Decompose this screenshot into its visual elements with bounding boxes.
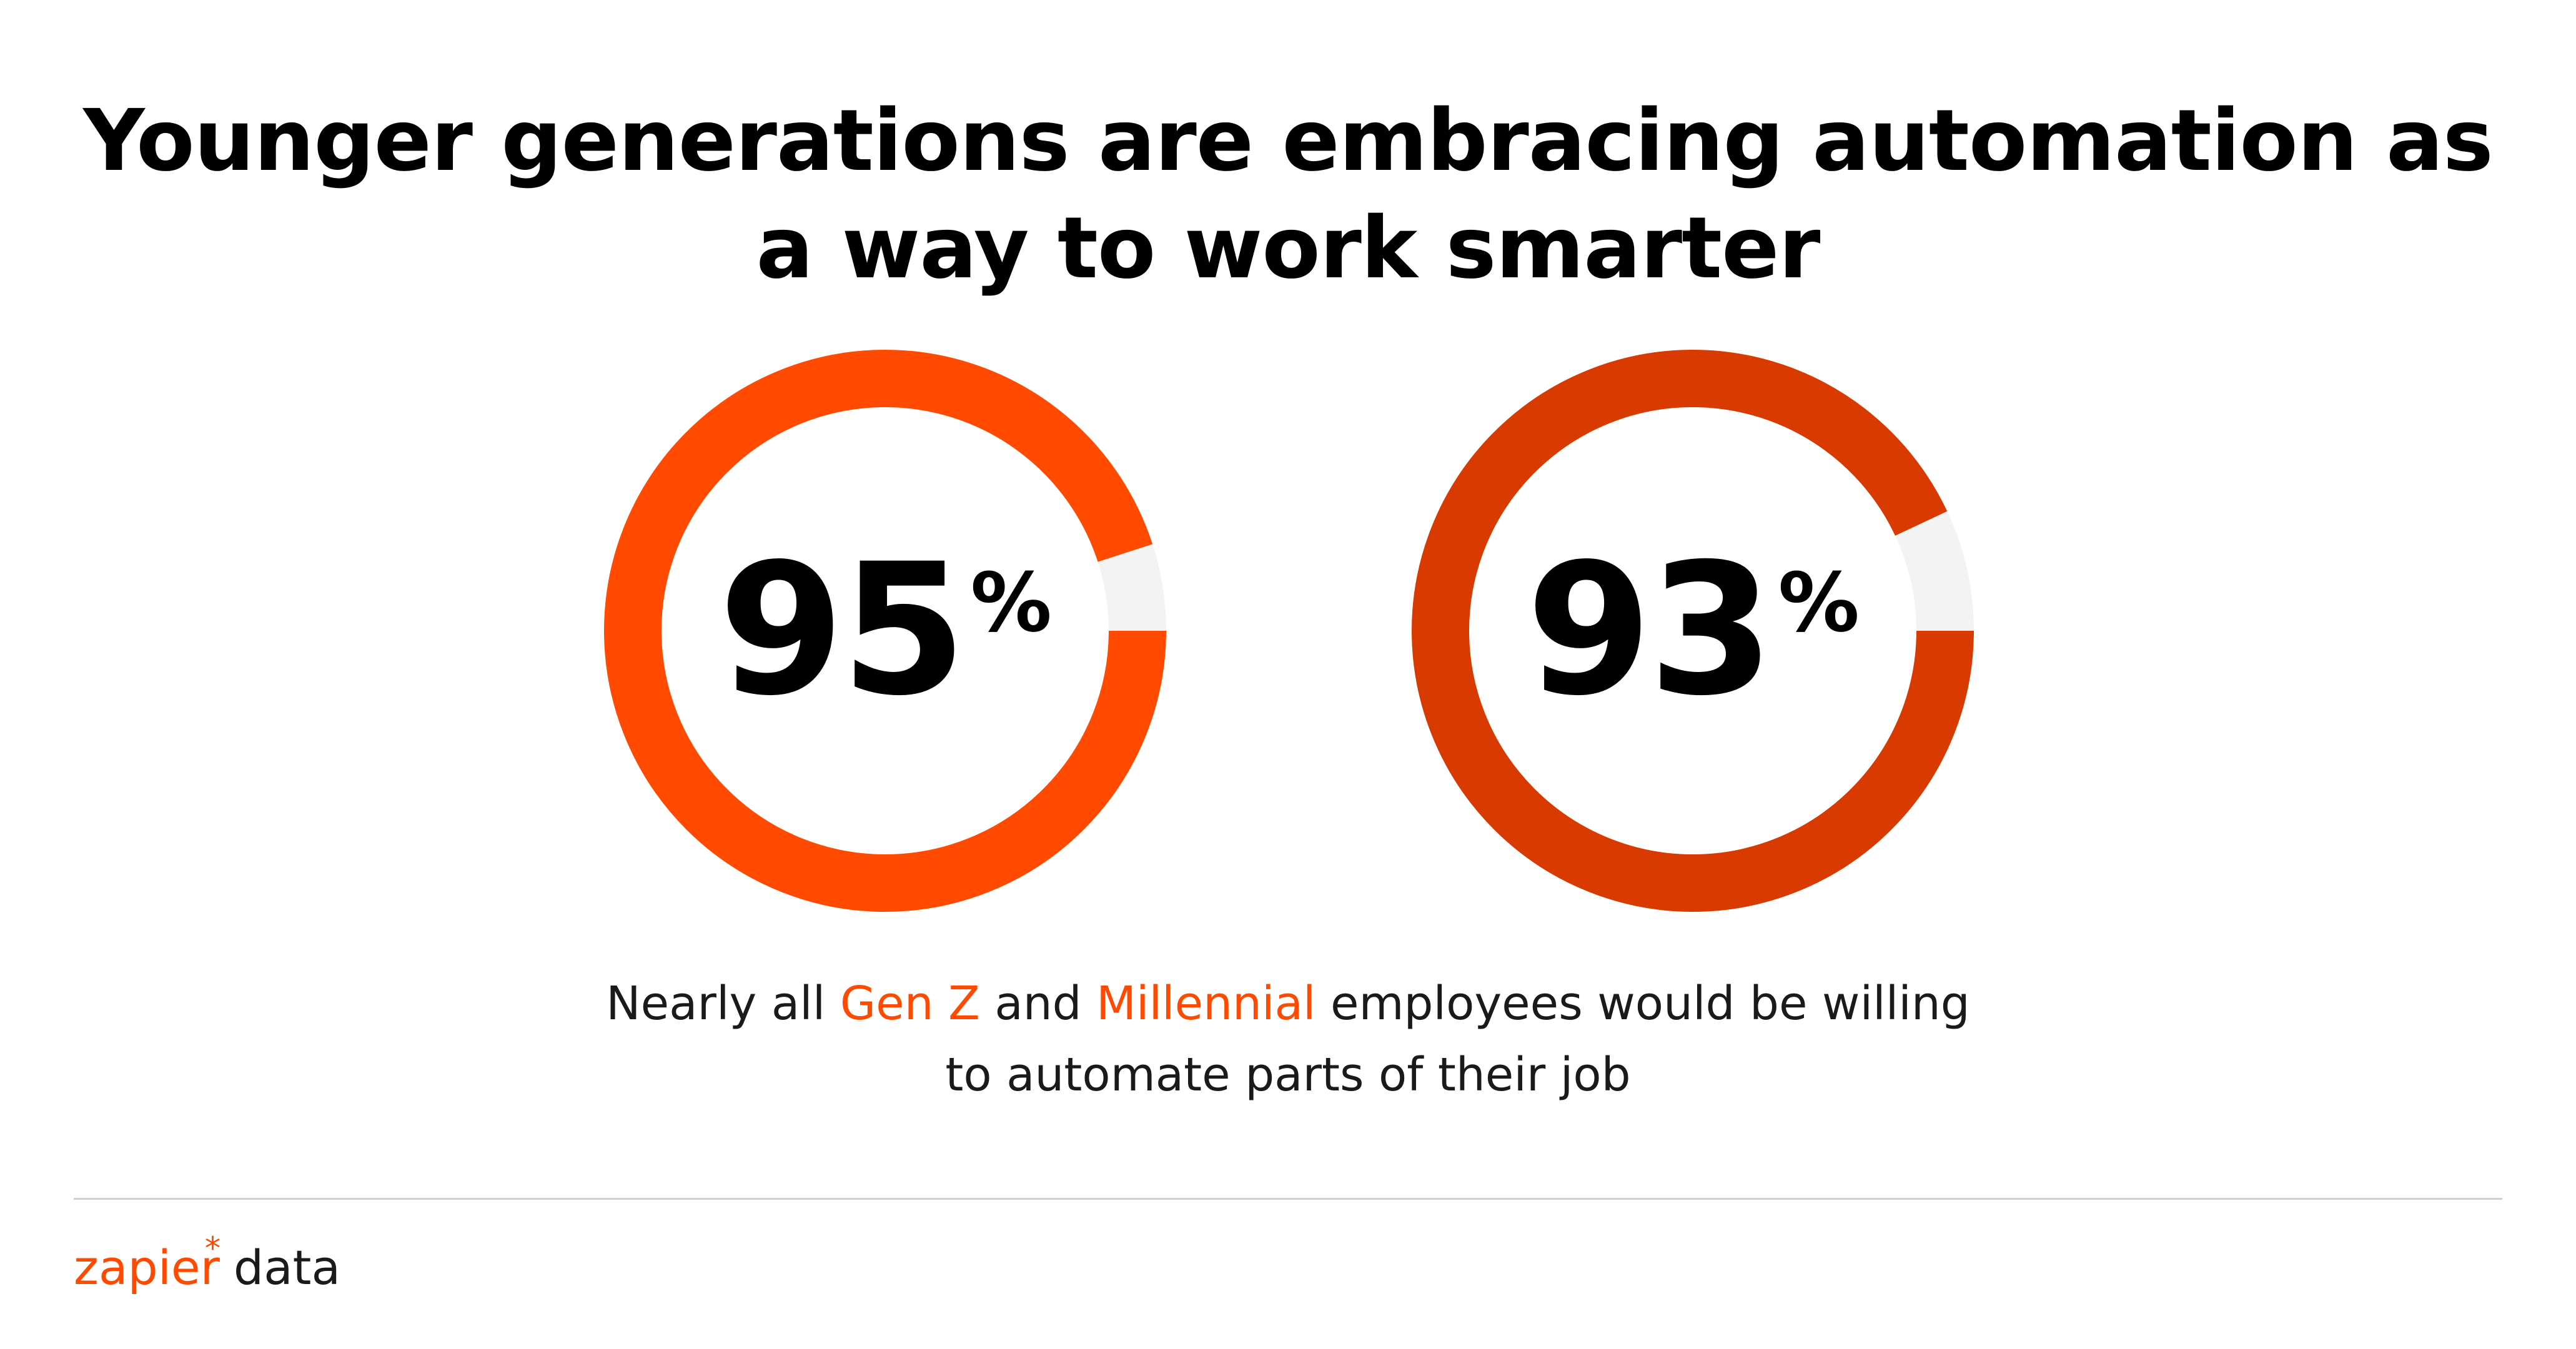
- caption-text-1: Nearly all: [606, 977, 840, 1030]
- zapier-data-logo: zapier * data: [74, 1230, 340, 1305]
- caption-line-1: Nearly all Gen Z and Millennial employee…: [0, 968, 2576, 1039]
- zapier-star-icon: *: [205, 1230, 220, 1267]
- millennial-percent-sign: %: [1778, 555, 1860, 650]
- millennial-percent-number: 93: [1526, 525, 1775, 736]
- chart-title-line-1: Younger generations are embracing automa…: [83, 92, 2494, 190]
- donut-gen-z-value: 95 %: [604, 350, 1166, 912]
- donut-millennial: 93 %: [1412, 350, 1974, 912]
- chart-caption: Nearly all Gen Z and Millennial employee…: [0, 968, 2576, 1110]
- gen-z-percent-number: 95: [718, 525, 967, 736]
- chart-title: Younger generations are embracing automa…: [0, 87, 2576, 302]
- zapier-logo-text: zapier: [74, 1240, 220, 1295]
- donut-gen-z-svg: [604, 350, 1166, 912]
- donut-gen-z-arc: [604, 350, 1166, 912]
- caption-line-2: to automate parts of their job: [945, 1048, 1631, 1102]
- chart-title-line-2: a way to work smarter: [756, 199, 1821, 298]
- donut-millennial-svg: [1412, 350, 1974, 912]
- gen-z-percent-sign: %: [970, 555, 1052, 650]
- caption-text-2: and: [979, 977, 1097, 1030]
- donut-millennial-arc: [1412, 350, 1974, 912]
- data-wordmark: data: [233, 1240, 341, 1295]
- donut-gen-z: 95 %: [604, 350, 1166, 912]
- footer-divider: [74, 1198, 2502, 1200]
- donut-millennial-value: 93 %: [1412, 350, 1974, 912]
- caption-millennial: Millennial: [1096, 977, 1316, 1030]
- caption-gen-z: Gen Z: [840, 977, 980, 1030]
- caption-text-3: employees would be willing: [1315, 977, 1970, 1030]
- zapier-logo: zapier *: [74, 1230, 220, 1295]
